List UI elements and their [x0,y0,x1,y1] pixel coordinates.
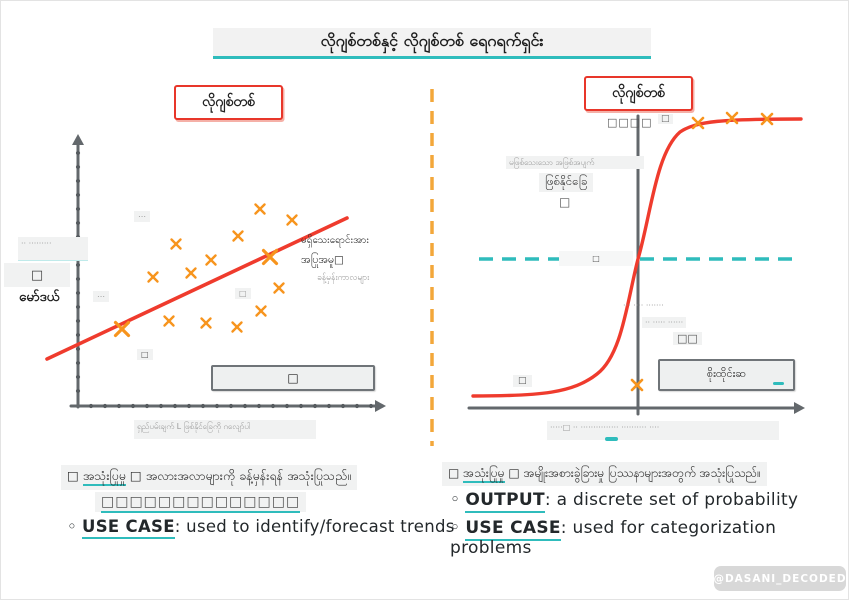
right-usage-rest: အမျိုးအစားခွဲခြားမှု ပြဿနာများအတွက် အသုံ… [523,466,761,480]
left-mark-4: □ [137,349,153,361]
right-callout-box: စိုးထိုင်းဆ [658,359,795,391]
right-top-tofu-row: □□□□ [607,116,653,129]
right-corner-tofu: □ [513,375,532,387]
right-output-line: ◦ OUTPUT: a discrete set of probability [450,490,799,513]
left-panel-header: လိုဂျစ်တစ် [174,85,283,120]
right-mid-note2: ·· ····· ······ [642,317,687,329]
right-use-case-line: ◦ USE CASE: used for categorization probl… [450,518,848,558]
left-header-text: လိုဂျစ်တစ် [202,94,255,110]
regression-line [45,216,349,361]
left-annotation-line2: အပြုအမူ□ [301,254,344,266]
right-top-tofu-chip: □ [658,114,673,124]
right-header-text: လိုဂျစ်တစ် [612,85,665,101]
right-use-case-text: : used for categorization problems [450,518,777,558]
left-mark-3: □ [235,288,251,300]
left-use-case-text: : used to identify/forecast trends [174,517,455,536]
left-y-ticks [75,150,81,394]
right-usage-line: □ အသုံးပြုမှု □ အမျိုးအစားခွဲခြားမှု ပြဿ… [442,462,767,486]
left-mark-2: ⋯ [93,291,109,303]
right-callout-teal-mark [773,382,784,385]
threshold-label-box: □ [559,251,633,266]
right-use-case-label: USE CASE [465,518,561,541]
scatter-x-markers [113,203,298,338]
left-use-case-label: USE CASE [82,517,175,539]
right-axis-teal-mark [605,437,618,441]
left-annotation-line3: ခန့်မှန်းကာလများ [317,273,370,283]
right-mid-note1: ··· ···· ······· [623,301,664,310]
left-callout-box: □ [211,365,375,391]
right-output-label: OUTPUT [465,490,545,513]
right-usage-underlined: အသုံးပြုမှု [463,466,505,483]
sigmoid-x-markers [630,111,774,392]
watermark-text: @DASANI_DECODED [713,572,847,585]
right-panel-header: လိုဂျစ်တစ် [584,76,693,111]
left-tofu-row: □□□□□□□□□□□□□□ [95,492,307,513]
y-axis-arrow [72,134,84,145]
right-x-axis-note: ·····□ ·· ··············· ·········· ···… [547,421,779,440]
right-probability-tofu: □ [559,195,571,209]
right-probability-note: မဖြစ်သေးသော အဖြစ်အပျက် [506,156,644,170]
left-y-axis-label: မော်ဒယ် [19,289,60,305]
page-title-text: လိုဂျစ်တစ်နှင့် လိုဂျစ်တစ် ရေဂရက်ရှင်း [320,31,544,50]
bullet-icon: ◦ [450,490,461,510]
right-mid-tofu: □□ [673,332,702,345]
tofu-glyph: □ [67,468,79,483]
page-title: လိုဂျစ်တစ်နှင့် လိုဂျစ်တစ် ရေဂရက်ရှင်း [213,28,651,59]
x-axis-arrow [375,400,386,412]
tofu-glyph: □ [129,468,142,483]
left-usage-rest: အလားအလာများကို ခန့်မှန်းရန် အသုံးပြုသည်။ [145,468,351,483]
right-callout-text: စိုးထိုင်းဆ [706,367,747,380]
left-use-case-line: ◦ USE CASE: used to identify/forecast tre… [67,517,455,539]
left-annotation-line1: မရှိသေးရောင်းအား [301,235,369,246]
left-mark-1: ⋯ [134,211,150,223]
tofu-glyph: □ [448,466,460,480]
right-x-axis-arrow [794,402,805,414]
right-probability-label: ဖြစ်နိုင်ခြေ [539,173,594,192]
tofu-glyph: □ [508,466,520,480]
left-faint-note: ·· ········· [18,237,88,261]
left-usage-line: □ အသုံးပြုမှု □ အလားအလာများကို ခန့်မှန်း… [61,465,357,490]
left-tofu-row-text: □□□□□□□□□□□□□□ [101,494,301,513]
left-x-ticks [88,403,374,409]
left-model-tofu-box: □ [4,263,70,287]
right-output-text: : a discrete set of probability [544,490,799,510]
bullet-icon: ◦ [67,517,78,536]
left-usage-underlined: အသုံးပြုမှု [82,468,126,486]
watermark-badge: @DASANI_DECODED [713,566,847,591]
left-x-axis-note: ရှည်ပမ်းချက် L ဖြစ်နိုင်ခြေကို ဂလျော်ပါ [134,420,316,439]
bullet-icon: ◦ [450,518,461,538]
